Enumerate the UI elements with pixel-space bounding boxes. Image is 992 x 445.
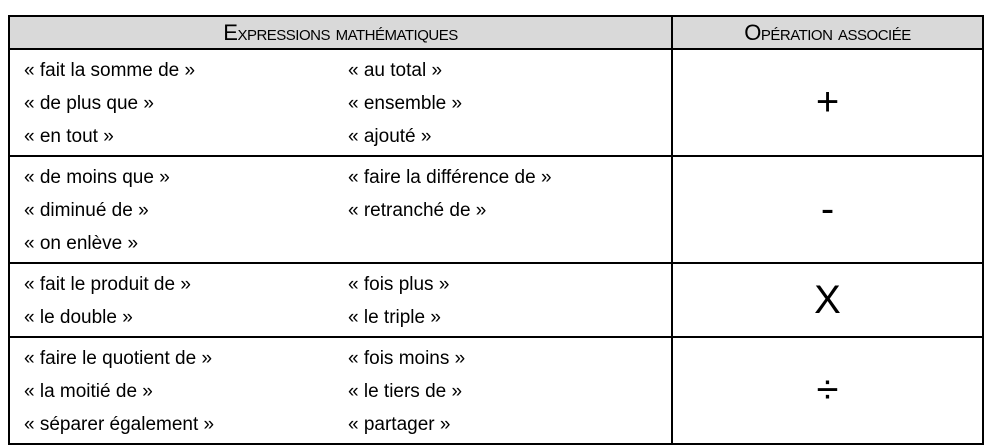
table-row-multiplication: « fait le produit de » « fois plus » « le…	[8, 262, 984, 338]
expression: « en tout »	[24, 125, 114, 147]
operations-table: Expressions mathématiques Opération asso…	[8, 15, 984, 445]
expression: « ensemble »	[348, 92, 463, 114]
expressions-cell: « faire le quotient de » « fois moins » «…	[8, 336, 673, 445]
expression: « au total »	[348, 59, 443, 81]
table-row-division: « faire le quotient de » « fois moins » «…	[8, 336, 984, 445]
expressions-cell: « de moins que » « faire la différence de…	[8, 155, 673, 264]
table-row-addition: « fait la somme de » « au total » « de pl…	[8, 48, 984, 157]
expression: « séparer également »	[24, 413, 215, 435]
operation-symbol: X	[671, 262, 984, 338]
expression: « de moins que »	[24, 166, 170, 188]
header-expressions: Expressions mathématiques	[8, 15, 673, 50]
expression: « le tiers de »	[348, 380, 463, 402]
operation-symbol: ÷	[671, 336, 984, 445]
expressions-cell: « fait le produit de » « fois plus » « le…	[8, 262, 673, 338]
operation-symbol: -	[671, 155, 984, 264]
expression: « diminué de »	[24, 199, 149, 221]
operation-symbol: +	[671, 48, 984, 157]
expression: « de plus que »	[24, 92, 154, 114]
expression: « fait le produit de »	[24, 273, 191, 295]
expressions-cell: « fait la somme de » « au total » « de pl…	[8, 48, 673, 157]
expression: « fait la somme de »	[24, 59, 196, 81]
header-operation: Opération associée	[671, 15, 984, 50]
expression: « ajouté »	[348, 125, 432, 147]
table-row-subtraction: « de moins que » « faire la différence de…	[8, 155, 984, 264]
expression: « on enlève »	[24, 232, 139, 254]
expression: « la moitié de »	[24, 380, 153, 402]
header-row: Expressions mathématiques Opération asso…	[8, 15, 984, 50]
expression: « fois plus »	[348, 273, 450, 295]
expression: « retranché de »	[348, 199, 487, 221]
expression: « le triple »	[348, 306, 441, 328]
expression: « faire le quotient de »	[24, 347, 213, 369]
expression: « le double »	[24, 306, 133, 328]
expression: « fois moins »	[348, 347, 466, 369]
expression: « faire la différence de »	[348, 166, 552, 188]
expression: « partager »	[348, 413, 451, 435]
